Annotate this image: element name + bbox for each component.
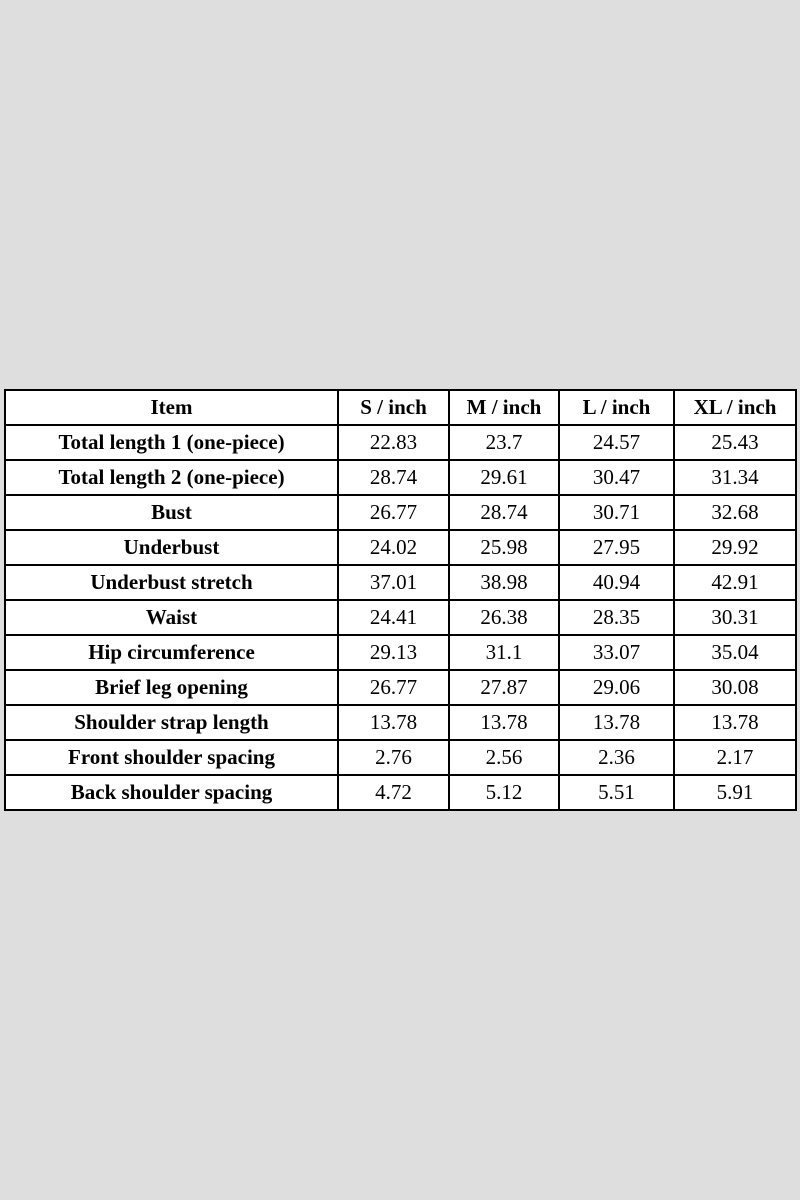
row-label: Shoulder strap length: [4, 704, 339, 741]
table-row: Underbust 24.02 25.98 27.95 29.92: [4, 529, 797, 566]
cell-value: 26.77: [337, 494, 450, 531]
cell-value: 38.98: [448, 564, 560, 601]
row-label: Underbust: [4, 529, 339, 566]
table-row: Total length 2 (one-piece) 28.74 29.61 3…: [4, 459, 797, 496]
cell-value: 27.87: [448, 669, 560, 706]
cell-value: 28.74: [448, 494, 560, 531]
cell-value: 26.77: [337, 669, 450, 706]
cell-value: 30.47: [558, 459, 675, 496]
cell-value: 23.7: [448, 424, 560, 461]
table-row: Waist 24.41 26.38 28.35 30.31: [4, 599, 797, 636]
cell-value: 24.57: [558, 424, 675, 461]
column-header-item: Item: [4, 389, 339, 426]
row-label: Bust: [4, 494, 339, 531]
table-row: Bust 26.77 28.74 30.71 32.68: [4, 494, 797, 531]
row-label: Total length 1 (one-piece): [4, 424, 339, 461]
cell-value: 29.13: [337, 634, 450, 671]
cell-value: 5.91: [673, 774, 797, 811]
cell-value: 13.78: [673, 704, 797, 741]
cell-value: 13.78: [448, 704, 560, 741]
cell-value: 29.92: [673, 529, 797, 566]
cell-value: 25.98: [448, 529, 560, 566]
cell-value: 2.76: [337, 739, 450, 776]
table-row: Hip circumference 29.13 31.1 33.07 35.04: [4, 634, 797, 671]
cell-value: 24.41: [337, 599, 450, 636]
cell-value: 2.17: [673, 739, 797, 776]
cell-value: 40.94: [558, 564, 675, 601]
cell-value: 30.31: [673, 599, 797, 636]
cell-value: 30.08: [673, 669, 797, 706]
cell-value: 29.61: [448, 459, 560, 496]
cell-value: 30.71: [558, 494, 675, 531]
cell-value: 29.06: [558, 669, 675, 706]
cell-value: 31.34: [673, 459, 797, 496]
cell-value: 35.04: [673, 634, 797, 671]
column-header-xl: XL / inch: [673, 389, 797, 426]
cell-value: 13.78: [337, 704, 450, 741]
cell-value: 13.78: [558, 704, 675, 741]
cell-value: 33.07: [558, 634, 675, 671]
column-header-s: S / inch: [337, 389, 450, 426]
table-row: Back shoulder spacing 4.72 5.12 5.51 5.9…: [4, 774, 797, 811]
table-row: Brief leg opening 26.77 27.87 29.06 30.0…: [4, 669, 797, 706]
table-row: Total length 1 (one-piece) 22.83 23.7 24…: [4, 424, 797, 461]
row-label: Underbust stretch: [4, 564, 339, 601]
cell-value: 31.1: [448, 634, 560, 671]
cell-value: 42.91: [673, 564, 797, 601]
table-row: Shoulder strap length 13.78 13.78 13.78 …: [4, 704, 797, 741]
cell-value: 32.68: [673, 494, 797, 531]
row-label: Back shoulder spacing: [4, 774, 339, 811]
cell-value: 26.38: [448, 599, 560, 636]
row-label: Front shoulder spacing: [4, 739, 339, 776]
cell-value: 2.56: [448, 739, 560, 776]
cell-value: 25.43: [673, 424, 797, 461]
cell-value: 24.02: [337, 529, 450, 566]
row-label: Waist: [4, 599, 339, 636]
cell-value: 22.83: [337, 424, 450, 461]
row-label: Brief leg opening: [4, 669, 339, 706]
table-row: Underbust stretch 37.01 38.98 40.94 42.9…: [4, 564, 797, 601]
cell-value: 27.95: [558, 529, 675, 566]
column-header-m: M / inch: [448, 389, 560, 426]
cell-value: 5.51: [558, 774, 675, 811]
cell-value: 2.36: [558, 739, 675, 776]
table-row: Front shoulder spacing 2.76 2.56 2.36 2.…: [4, 739, 797, 776]
row-label: Hip circumference: [4, 634, 339, 671]
cell-value: 4.72: [337, 774, 450, 811]
cell-value: 28.35: [558, 599, 675, 636]
size-chart-table: Item S / inch M / inch L / inch XL / inc…: [4, 389, 797, 811]
row-label: Total length 2 (one-piece): [4, 459, 339, 496]
cell-value: 5.12: [448, 774, 560, 811]
cell-value: 37.01: [337, 564, 450, 601]
cell-value: 28.74: [337, 459, 450, 496]
table-header-row: Item S / inch M / inch L / inch XL / inc…: [4, 389, 797, 426]
column-header-l: L / inch: [558, 389, 675, 426]
